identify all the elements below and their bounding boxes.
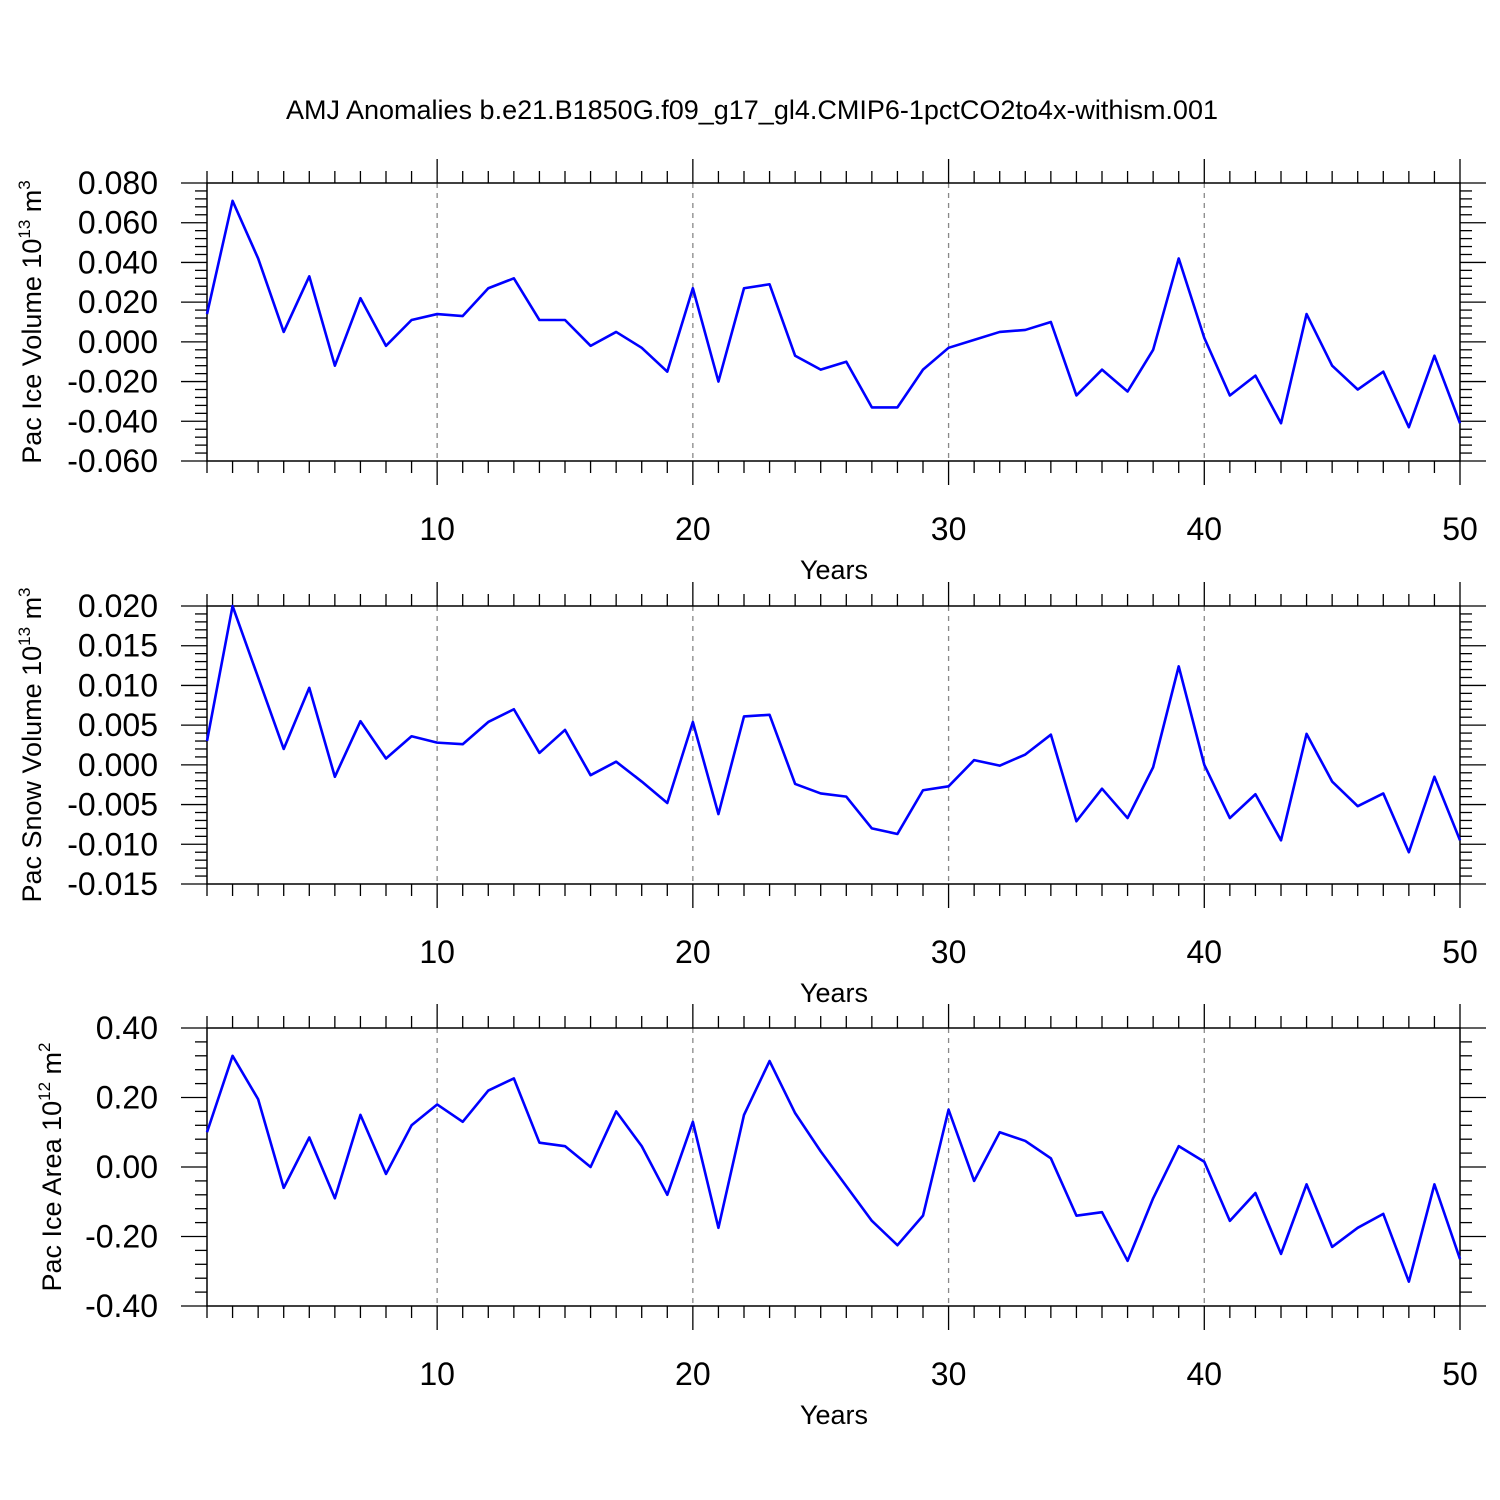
chart-panel-1: 10 20 30 40 50 Years -0.060 -0.040-0.020 0.000 0.… [15, 159, 1486, 585]
x-tick-label: 30 [931, 1356, 967, 1392]
y-axis-label: Pac Ice Area 1012 m2 [35, 1042, 67, 1291]
y-tick-label: -0.060 [67, 443, 158, 479]
y-tick-label: 0.010 [78, 667, 158, 703]
y-tick-label: 0.040 [78, 244, 158, 280]
chart-title: AMJ Anomalies b.e21.B1850G.f09_g17_gl4.C… [286, 95, 1218, 125]
y-tick-label: 0.020 [78, 588, 158, 624]
y-tick-label: -0.020 [67, 364, 158, 400]
y-tick-label: -0.40 [85, 1288, 158, 1324]
x-tick-label: 20 [675, 511, 711, 547]
y-axis-label-part: m [37, 1052, 67, 1082]
y-axis-label: Pac Ice Volume 1013 m3 [15, 180, 47, 464]
chart-panel-3: 10 20 30 40 50 Years -0.40 -0.20 0.00 0.20 0.40 Pac… [35, 1004, 1486, 1430]
x-axis-label: Years [800, 555, 868, 585]
series-line [205, 199, 1462, 429]
chart-panel-2: 10 20 30 40 50 Years -0.015 -0.010-0.005 0.000 0.… [15, 582, 1486, 1008]
y-axis-label-superscript: 3 [15, 587, 34, 596]
y-axis-label-part: Pac Ice Volume 10 [17, 239, 47, 464]
y-axis-label-superscript: 13 [15, 627, 34, 646]
y-tick-label: -0.005 [67, 787, 158, 823]
series-line [205, 604, 1462, 854]
plot-frame [206, 605, 1461, 885]
x-tick-label: 40 [1186, 1356, 1222, 1392]
y-tick-label: 0.40 [96, 1010, 158, 1046]
y-tick-label: -0.015 [67, 866, 158, 902]
x-tick-label: 30 [931, 511, 967, 547]
y-tick-label: 0.000 [78, 324, 158, 360]
y-axis-label-superscript: 2 [35, 1042, 54, 1051]
plot-frame [206, 182, 1461, 462]
y-axis-label-part: m [17, 190, 47, 220]
y-tick-label: 0.000 [78, 747, 158, 783]
x-tick-label: 10 [419, 511, 455, 547]
x-tick-label: 50 [1442, 511, 1478, 547]
y-tick-label: 0.015 [78, 628, 158, 664]
x-tick-label: 50 [1442, 1356, 1478, 1392]
y-axis-label-superscript: 13 [15, 220, 34, 239]
y-axis-label: Pac Snow Volume 1013 m3 [15, 587, 47, 902]
x-tick-label: 20 [675, 1356, 711, 1392]
y-axis-label-part: Pac Ice Area 10 [37, 1101, 67, 1292]
y-tick-label: -0.010 [67, 826, 158, 862]
x-tick-label: 40 [1186, 934, 1222, 970]
y-tick-label: 0.060 [78, 205, 158, 241]
y-tick-label: -0.040 [67, 403, 158, 439]
y-axis-label-superscript: 12 [35, 1082, 54, 1101]
x-tick-label: 10 [419, 934, 455, 970]
y-axis-label-part: Pac Snow Volume 10 [17, 646, 47, 903]
y-tick-label: 0.005 [78, 707, 158, 743]
y-tick-label: 0.020 [78, 284, 158, 320]
x-axis-label: Years [800, 978, 868, 1008]
y-tick-label: 0.00 [96, 1149, 158, 1185]
y-axis-label-superscript: 3 [15, 180, 34, 189]
x-tick-label: 20 [675, 934, 711, 970]
y-axis-label-part: m [17, 597, 47, 627]
y-tick-label: 0.20 [96, 1080, 158, 1116]
y-tick-label: -0.20 [85, 1219, 158, 1255]
x-tick-label: 50 [1442, 934, 1478, 970]
x-tick-label: 40 [1186, 511, 1222, 547]
x-tick-label: 30 [931, 934, 967, 970]
x-tick-label: 10 [419, 1356, 455, 1392]
x-axis-label: Years [800, 1400, 868, 1430]
y-tick-label: 0.080 [78, 165, 158, 201]
series-line [205, 1054, 1462, 1283]
